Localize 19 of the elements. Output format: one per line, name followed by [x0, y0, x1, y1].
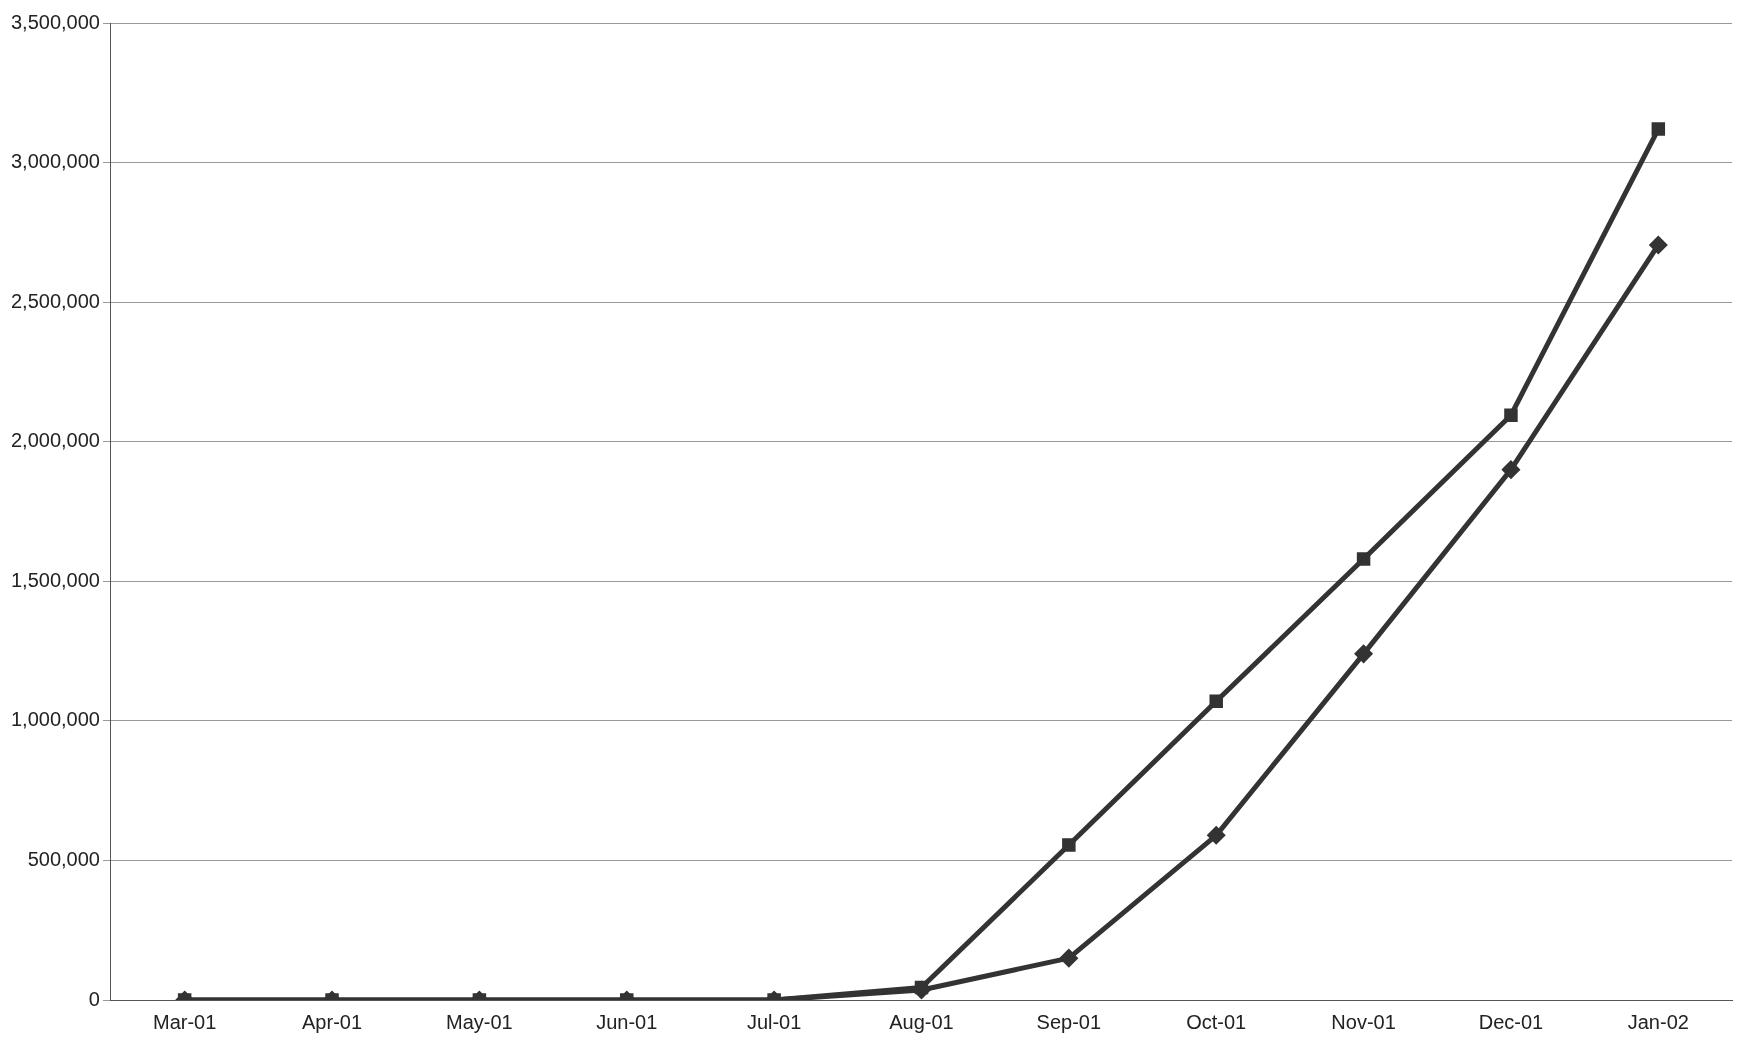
x-tick-label: Jun-01	[596, 1010, 658, 1033]
x-tick-label: Oct-01	[1186, 1010, 1247, 1033]
y-tick-label: 2,000,000	[10, 429, 100, 452]
y-tick-label: 500,000	[27, 847, 100, 870]
x-tick-label: May-01	[446, 1010, 513, 1033]
y-tick-label: 1,500,000	[10, 568, 100, 591]
x-tick-label: Aug-01	[889, 1010, 954, 1033]
y-tick-label: 2,500,000	[10, 289, 100, 312]
x-tick-label: Sep-01	[1036, 1010, 1102, 1033]
y-tick-label: 3,000,000	[10, 150, 100, 173]
x-tick-label: Dec-01	[1478, 1010, 1544, 1033]
x-tick-label: Mar-01	[152, 1010, 217, 1033]
y-tick-label: 3,500,000	[10, 10, 100, 33]
x-tick-label: Jul-01	[746, 1010, 802, 1033]
x-tick-label: Jan-02	[1627, 1010, 1689, 1033]
y-tick-label: 0	[88, 987, 100, 1010]
y-tick-label: 1,000,000	[10, 708, 100, 731]
x-tick-label: Apr-01	[302, 1010, 363, 1033]
x-tick-label: Nov-01	[1331, 1010, 1396, 1033]
